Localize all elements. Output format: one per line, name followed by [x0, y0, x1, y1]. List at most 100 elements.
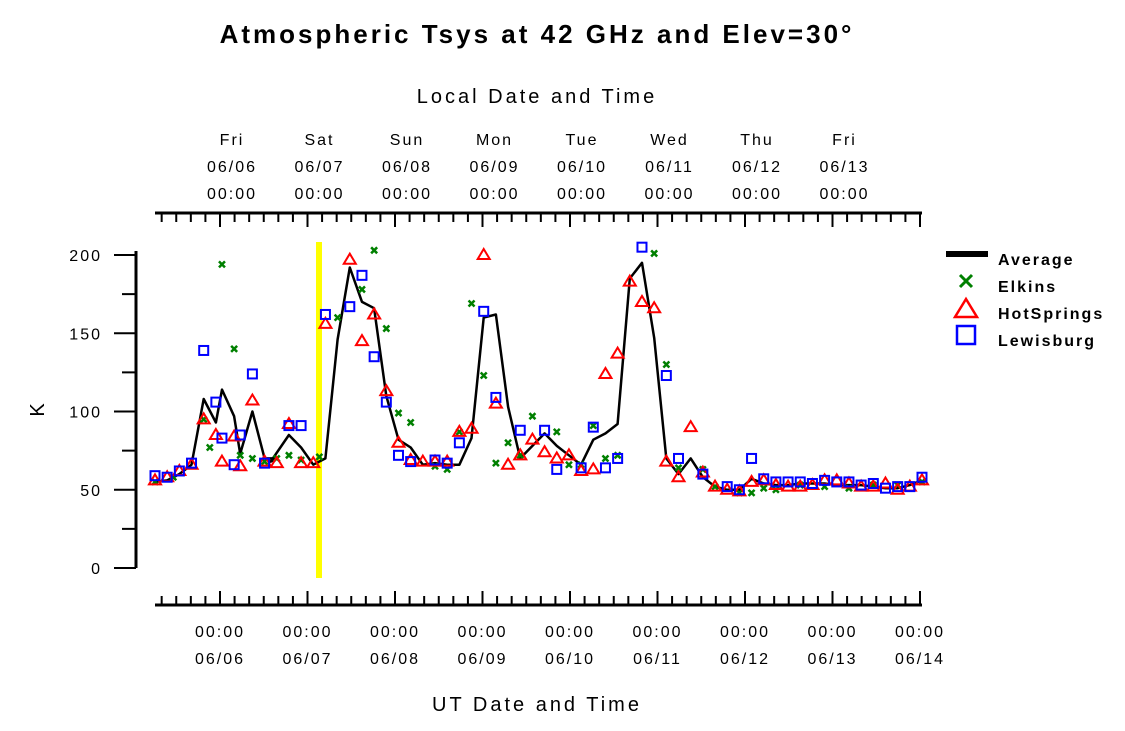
data-point [439, 453, 455, 467]
data-point [256, 453, 273, 467]
bottom-tick-label: 06/14 [895, 651, 945, 668]
top-tick-day: Fri [832, 132, 857, 149]
legend-entry-average: Average [946, 251, 1075, 269]
bottom-tick-label: 06/08 [370, 651, 420, 668]
data-point [333, 313, 342, 322]
top-tick-date: 06/10 [557, 159, 607, 176]
y-tick-label: 50 [80, 483, 102, 500]
bottom-tick-label: 00:00 [720, 624, 770, 641]
data-point [682, 419, 699, 433]
data-point [660, 370, 672, 382]
data-point [370, 246, 379, 255]
legend-entry-elkins: Elkins [958, 273, 1055, 296]
data-point [601, 454, 610, 463]
data-point [695, 464, 711, 478]
data-point [317, 315, 334, 329]
data-point [475, 247, 492, 260]
data-point [390, 434, 407, 448]
data-point [770, 476, 782, 488]
legend-swatch [952, 296, 980, 319]
data-point [650, 249, 659, 258]
data-point [382, 324, 391, 333]
data-point [378, 383, 395, 397]
series-lewisburg [149, 241, 928, 496]
top-tick-clock: 00:00 [294, 186, 344, 203]
top-tick-clock: 00:00 [819, 186, 869, 203]
top-tick-date: 06/12 [732, 159, 782, 176]
bottom-tick-label: 06/12 [720, 651, 770, 668]
legend: Average Elkins HotSprings Lewisburg [946, 251, 1102, 350]
data-point [561, 447, 577, 461]
data-point [853, 478, 869, 492]
top-tick-day: Fri [220, 132, 245, 149]
data-point [500, 456, 516, 470]
data-point [879, 482, 891, 494]
bottom-tick-label: 06/06 [195, 651, 245, 668]
data-point [843, 476, 855, 488]
data-point [916, 471, 928, 483]
top-tick-clock: 00:00 [382, 186, 432, 203]
data-point [234, 429, 246, 441]
data-point [405, 456, 417, 468]
data-point [514, 424, 526, 436]
data-point [552, 427, 561, 436]
data-point [731, 483, 748, 497]
data-point [315, 453, 324, 461]
data-point [195, 411, 212, 425]
data-point [210, 396, 222, 408]
data-point [599, 462, 611, 474]
series-hotsprings [147, 247, 930, 497]
data-point [463, 420, 480, 434]
data-point [829, 472, 845, 486]
data-point [492, 459, 500, 468]
top-tick-clock: 00:00 [644, 186, 694, 203]
data-point [573, 463, 589, 476]
data-point [612, 452, 624, 464]
data-point [658, 453, 675, 467]
data-point [524, 431, 541, 445]
data-point [453, 437, 465, 449]
top-tick-date: 06/08 [382, 159, 432, 176]
data-point [283, 420, 295, 432]
data-point [587, 421, 599, 433]
data-point [186, 457, 198, 469]
data-point [746, 452, 758, 464]
top-tick-date: 06/07 [294, 159, 344, 176]
data-point [536, 444, 553, 458]
data-point [394, 409, 403, 417]
bottom-tick-label: 00:00 [545, 624, 595, 641]
data-point [358, 285, 366, 294]
data-point [268, 455, 285, 469]
top-tick-date: 06/13 [819, 159, 869, 176]
data-point [380, 396, 392, 408]
data-point [281, 416, 297, 430]
bottom-tick-label: 00:00 [370, 624, 420, 641]
data-point [246, 368, 258, 380]
data-point [451, 423, 468, 437]
legend-entry-lewisburg: Lewisburg [955, 324, 1094, 350]
data-point [198, 344, 210, 356]
data-point [758, 473, 770, 485]
data-point [831, 476, 843, 488]
data-point [295, 420, 307, 432]
data-point [183, 456, 200, 470]
series-layer [147, 241, 930, 497]
legend-label: Average [998, 252, 1075, 269]
data-point [636, 241, 648, 253]
data-point [406, 418, 415, 427]
top-tick-date: 06/06 [207, 159, 257, 176]
top-tick-day: Tue [566, 132, 599, 149]
y-tick-label: 100 [69, 405, 102, 422]
legend-swatch [958, 273, 974, 289]
data-point [205, 443, 214, 452]
y-tick-label: 200 [69, 248, 102, 265]
data-point [867, 477, 879, 489]
data-point [429, 454, 441, 466]
bottom-tick-label: 06/11 [633, 651, 682, 668]
data-point [747, 488, 756, 497]
top-tick-day: Mon [476, 132, 513, 149]
data-point [293, 455, 309, 469]
data-point [670, 469, 687, 483]
data-point [342, 251, 358, 265]
